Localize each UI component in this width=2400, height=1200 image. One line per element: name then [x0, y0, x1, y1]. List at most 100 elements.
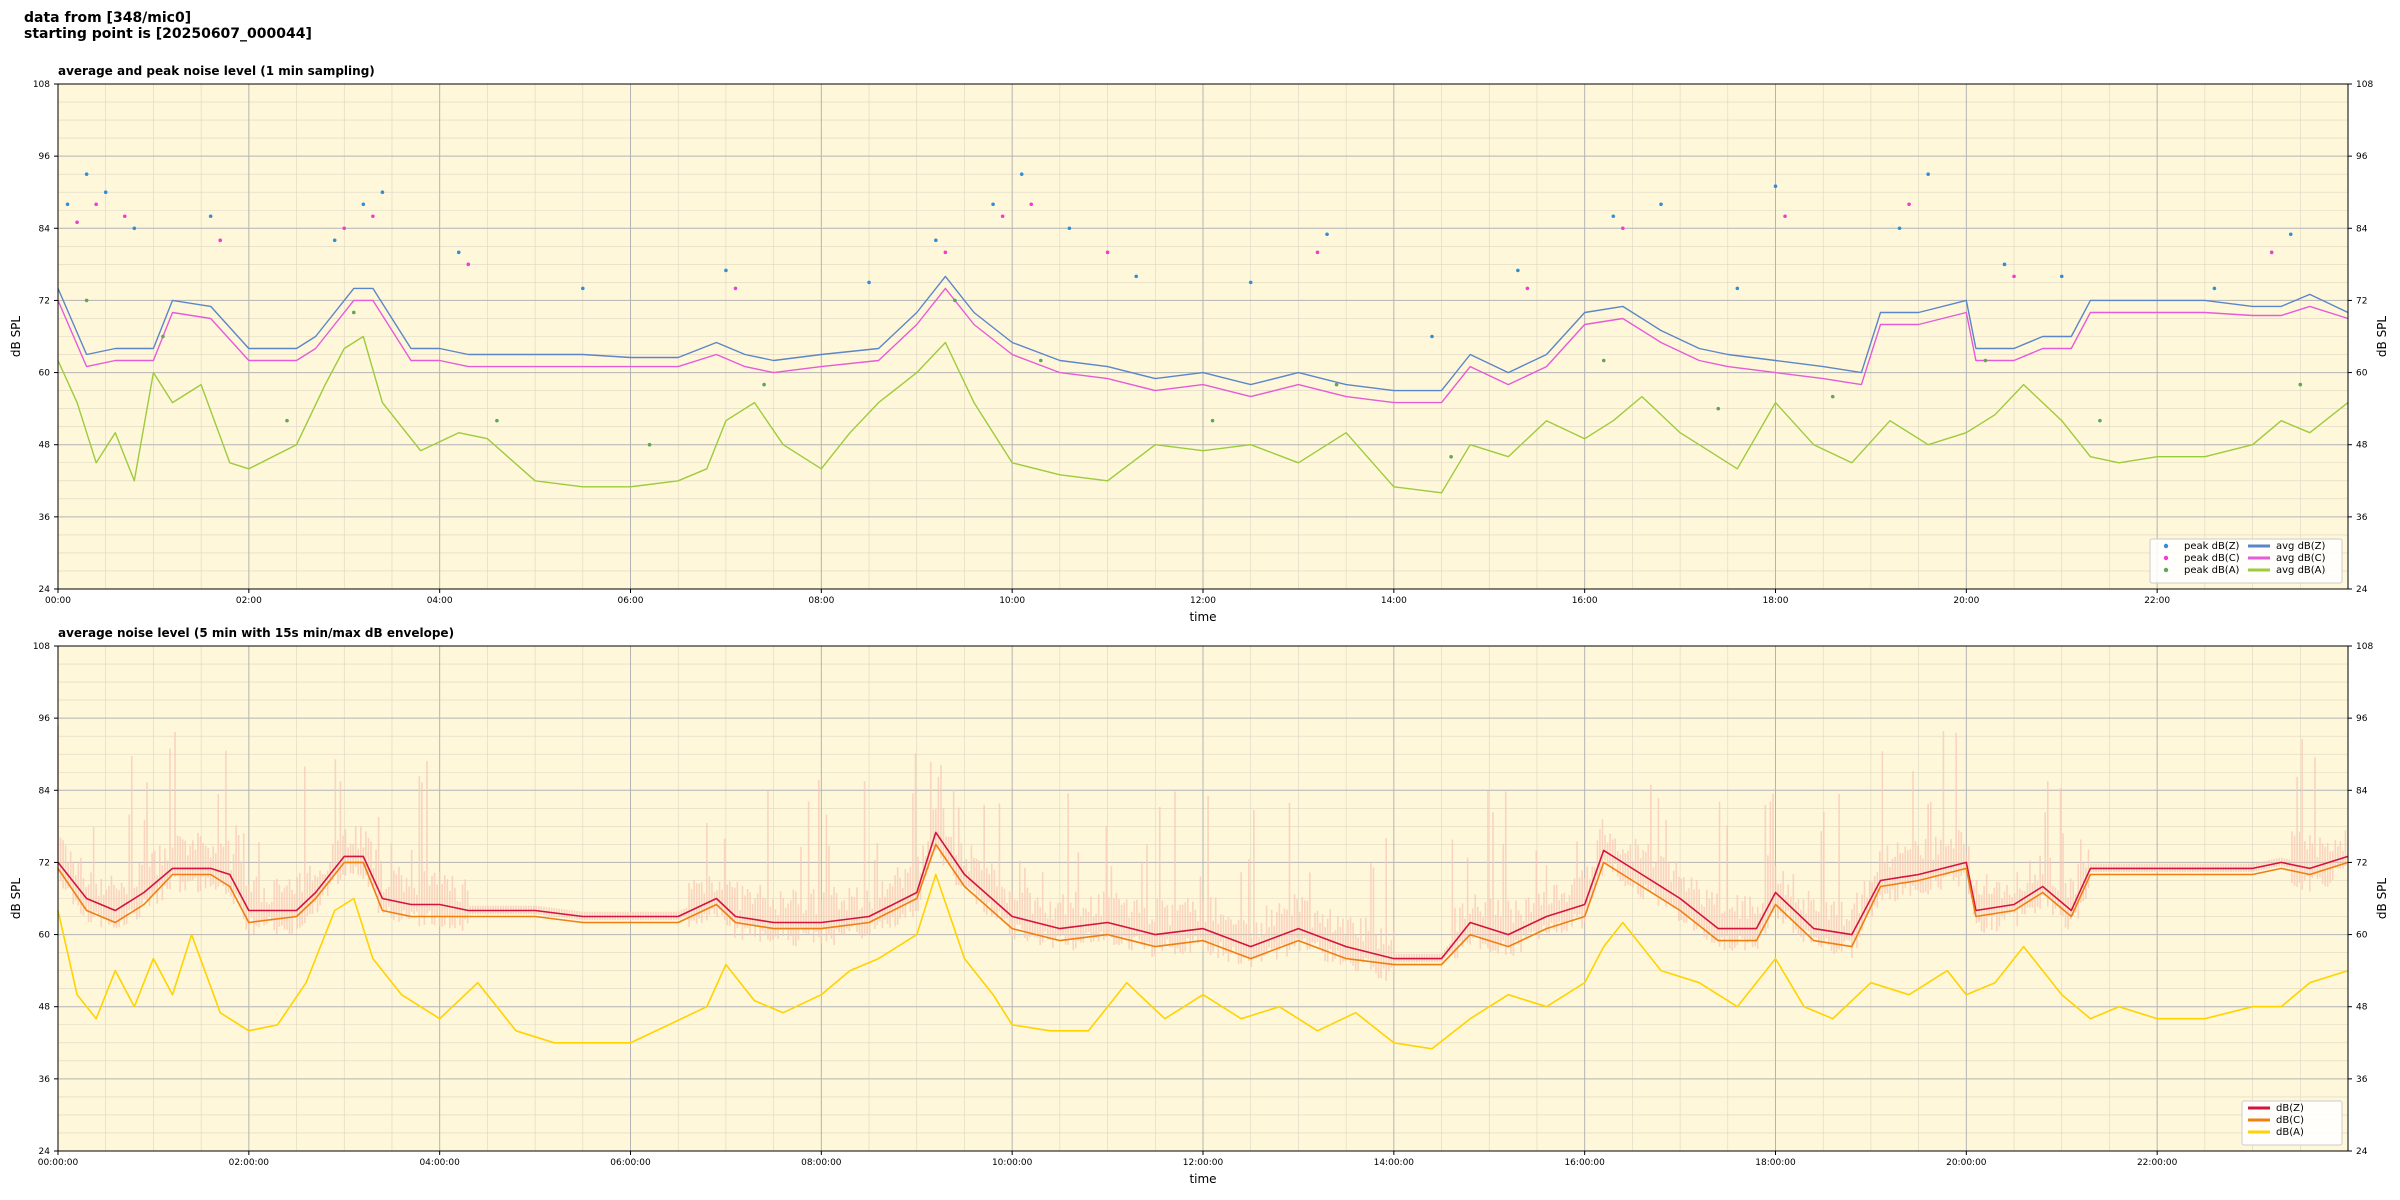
y-axis-label-right: dB SPL [2375, 878, 2389, 920]
peak-db-c-point [371, 214, 375, 219]
legend-label: peak dB(Z) [2184, 541, 2240, 552]
y-tick-label-left: 72 [39, 858, 50, 868]
peak-db-a-point [2098, 418, 2102, 423]
x-tick-label: 20:00 [1953, 596, 1979, 606]
peak-db-z-point [580, 286, 585, 291]
legend-label: peak dB(C) [2184, 553, 2240, 564]
y-tick-label-left: 24 [39, 1147, 51, 1157]
y-axis-label-left: dB SPL [9, 316, 23, 358]
peak-db-a-point [1334, 382, 1339, 387]
x-tick-label: 02:00:00 [229, 1158, 270, 1168]
y-tick-label-right: 108 [2356, 642, 2373, 652]
y-tick-label-left: 84 [39, 224, 51, 234]
legend-box [2241, 1100, 2343, 1146]
y-tick-label-right: 24 [2356, 1147, 2368, 1157]
peak-db-a-point [161, 334, 165, 339]
peak-db-z-point [1134, 274, 1139, 279]
peak-db-c-point [1105, 250, 1110, 255]
peak-db-a-point [1449, 454, 1453, 459]
y-tick-label-left: 108 [33, 642, 50, 652]
y-tick-label-left: 108 [33, 80, 50, 90]
peak-db-a-point [762, 382, 766, 387]
peak-db-z-point [1067, 226, 1072, 231]
x-tick-label: 06:00:00 [610, 1158, 651, 1168]
x-tick-label: 04:00 [427, 596, 453, 606]
y-tick-label-left: 24 [39, 585, 51, 595]
x-tick-label: 18:00 [1763, 596, 1789, 606]
y-tick-label-left: 60 [39, 931, 51, 941]
peak-db-c-point [2269, 250, 2274, 255]
x-tick-label: 12:00 [1190, 596, 1216, 606]
peak-db-c-point [1783, 214, 1787, 219]
y-tick-label-left: 36 [39, 1075, 51, 1085]
peak-db-z-point [1659, 202, 1663, 207]
peak-db-c-point [466, 262, 471, 267]
peak-db-a-point [351, 310, 356, 315]
peak-db-z-point [65, 202, 70, 207]
panel-title: average noise level (5 min with 15s min/… [58, 626, 454, 640]
peak-db-z-point [132, 226, 137, 231]
peak-db-z-point [724, 268, 728, 273]
y-tick-label-right: 84 [2356, 786, 2368, 796]
y-tick-label-left: 96 [39, 714, 51, 724]
x-axis-label: time [1189, 1172, 1216, 1186]
legend-label: avg dB(Z) [2276, 541, 2326, 552]
peak-db-c-point [122, 214, 127, 219]
y-tick-label-right: 72 [2356, 858, 2367, 868]
peak-db-z-point [1926, 172, 1930, 176]
db-c-line [57, 843, 2349, 966]
legend-label: dB(A) [2276, 1127, 2304, 1138]
peak-db-c-point [1621, 226, 1625, 231]
y-tick-label-left: 48 [39, 1003, 51, 1013]
peak-db-c-point [2012, 274, 2016, 279]
y-tick-label-right: 84 [2356, 224, 2368, 234]
panel-title: average and peak noise level (1 min samp… [58, 64, 375, 78]
peak-db-z-point [1325, 232, 1329, 237]
peak-db-z-point [456, 250, 461, 255]
starting-point-label: starting point is [20250607_000044] [24, 26, 312, 42]
x-tick-label: 10:00 [999, 596, 1025, 606]
peak-db-a-point [1716, 406, 1721, 411]
peak-db-z-point [84, 172, 89, 176]
avg-db-a-line [57, 335, 2349, 494]
average-peak-noise-chart-svg: 24 24 36 36 48 48 60 60 72 72 84 84 96 96 108 108 00:00 0… [9, 64, 2389, 624]
peak-db-z-point [1773, 184, 1778, 189]
y-axis-label-right: dB SPL [2375, 316, 2389, 358]
peak-db-a-point [1601, 358, 1606, 363]
x-tick-label: 10:00:00 [992, 1158, 1033, 1168]
avg-db-c-line [57, 287, 2349, 404]
legend-marker [2163, 567, 2169, 573]
x-tick-label: 22:00 [2144, 596, 2170, 606]
y-tick-label-right: 36 [2356, 1075, 2368, 1085]
peak-db-a-point [1038, 358, 1043, 363]
y-tick-label-right: 60 [2356, 369, 2368, 379]
x-tick-label: 06:00 [618, 596, 644, 606]
peak-db-z-point [867, 280, 871, 285]
y-tick-label-left: 36 [39, 513, 51, 523]
y-tick-label-right: 96 [2356, 714, 2368, 724]
peak-db-z-point [991, 202, 995, 207]
peak-db-a-point [1830, 394, 1835, 399]
peak-db-z-point [2288, 232, 2293, 237]
legend-box [2149, 538, 2343, 584]
y-tick-label-right: 24 [2356, 585, 2368, 595]
x-tick-label: 14:00:00 [1374, 1158, 1415, 1168]
peak-db-c-point [1525, 286, 1530, 291]
x-tick-label: 04:00:00 [419, 1158, 460, 1168]
peak-db-a-point [1210, 418, 1215, 423]
peak-db-c-point [1907, 202, 1911, 207]
peak-db-z-point [332, 238, 337, 243]
x-tick-label: 00:00 [45, 596, 71, 606]
legend-label: peak dB(A) [2184, 565, 2240, 576]
peak-db-a-point [495, 418, 499, 423]
peak-db-z-point [1019, 172, 1024, 176]
legend-marker [2163, 555, 2169, 561]
peak-db-c-point [1315, 250, 1320, 255]
peak-db-z-point [208, 214, 213, 219]
y-tick-label-right: 36 [2356, 513, 2368, 523]
legend-label: avg dB(C) [2276, 553, 2326, 564]
y-tick-label-left: 96 [39, 152, 51, 162]
peak-db-z-point [934, 238, 938, 243]
x-tick-label: 16:00:00 [1564, 1158, 1605, 1168]
